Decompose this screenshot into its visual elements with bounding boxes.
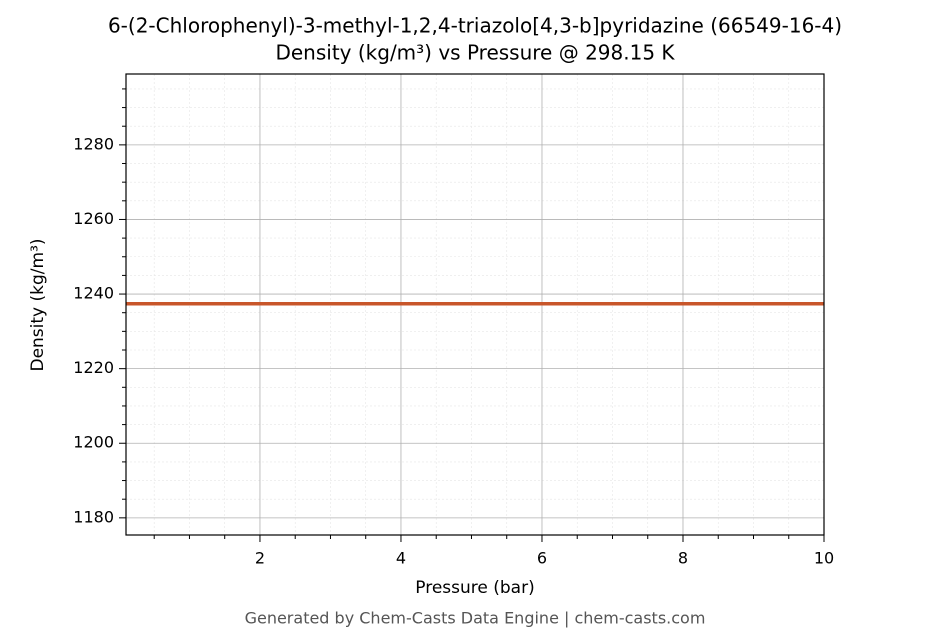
y-tick-label: 1260 — [73, 209, 114, 228]
x-tick-label: 2 — [255, 549, 265, 568]
x-tick-label: 10 — [814, 549, 834, 568]
plot-frame — [125, 73, 825, 536]
chart-title: 6-(2-Chlorophenyl)-3-methyl-1,2,4-triazo… — [108, 14, 842, 38]
y-tick-label: 1280 — [73, 134, 114, 153]
x-axis-label: Pressure (bar) — [415, 578, 534, 598]
y-tick-label: 1200 — [73, 433, 114, 452]
x-tick-label: 4 — [396, 549, 406, 568]
footer: Generated by Chem-Casts Data Engine | ch… — [245, 609, 706, 628]
x-tick-label: 6 — [537, 549, 547, 568]
y-tick-label: 1180 — [73, 507, 114, 526]
y-tick-label: 1240 — [73, 284, 114, 303]
y-tick-label: 1220 — [73, 358, 114, 377]
x-tick-label: 8 — [678, 549, 688, 568]
chart-subtitle: Density (kg/m³) vs Pressure @ 298.15 K — [275, 41, 675, 65]
y-axis-label: Density (kg/m³) — [28, 238, 48, 371]
